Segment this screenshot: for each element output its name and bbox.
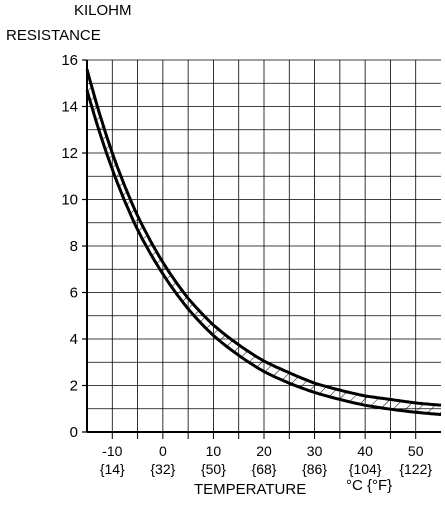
x-tick-label-fahrenheit: {122} [399, 461, 432, 477]
x-tick-label-celsius: -10 [102, 443, 122, 459]
x-tick-label-celsius: 50 [408, 443, 424, 459]
y-tick-label: 2 [70, 378, 78, 395]
y-tick-label: 8 [70, 238, 78, 255]
lower-limit-curve [85, 89, 442, 417]
y-tick-label: 16 [61, 52, 78, 69]
y-tick-label: 10 [61, 192, 78, 209]
axes [82, 59, 441, 439]
grid [87, 59, 441, 432]
x-tick-label-fahrenheit: {86} [302, 461, 327, 477]
y-tick-label: 12 [61, 145, 78, 162]
x-tick-labels: -10 {14} 0 {32} 10 {50} 20 {68} 30 {86} 40 {104} 50 {… [100, 443, 433, 477]
x-tick-label-fahrenheit: {104} [349, 461, 382, 477]
y-axis-label: RESISTANCE [6, 27, 101, 44]
x-axis-label: TEMPERATURE [194, 481, 306, 498]
x-tick-label-celsius: 10 [206, 443, 222, 459]
x-tick-label-celsius: 30 [307, 443, 323, 459]
x-tick-label-fahrenheit: {14} [100, 461, 125, 477]
y-tick-label: 6 [70, 285, 78, 302]
x-axis-unit: °C {°F} [346, 477, 392, 494]
x-tick-label-fahrenheit: {68} [252, 461, 277, 477]
y-tick-label: 0 [70, 424, 78, 441]
unit-label: KILOHM [74, 2, 132, 19]
x-tick-label-celsius: 20 [256, 443, 272, 459]
x-tick-label-celsius: 0 [159, 443, 167, 459]
x-tick-label-celsius: 40 [357, 443, 373, 459]
y-tick-label: 4 [70, 331, 78, 348]
series-layer [85, 68, 442, 417]
upper-limit-curve [85, 68, 442, 407]
y-tick-labels: 0 2 4 6 8 10 12 14 16 [61, 52, 78, 441]
x-tick-label-fahrenheit: {50} [201, 461, 226, 477]
x-tick-label-fahrenheit: {32} [150, 461, 175, 477]
y-tick-label: 14 [61, 99, 78, 116]
